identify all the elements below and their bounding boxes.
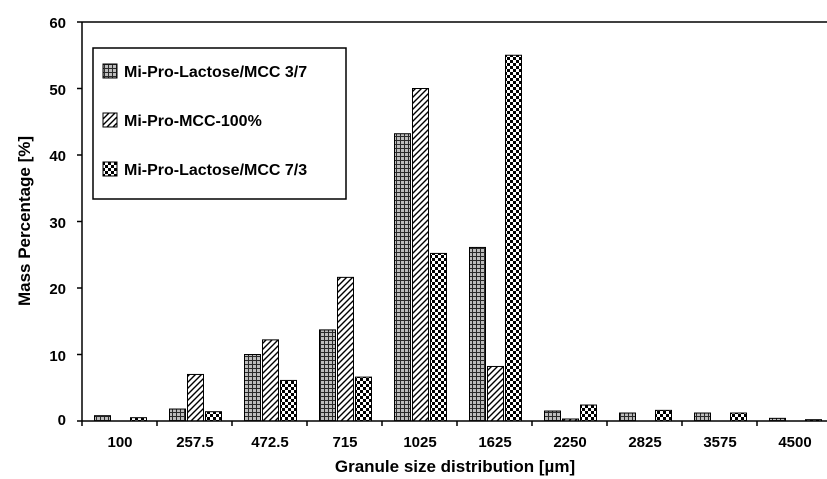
y-tick-label: 30: [49, 215, 66, 232]
bar-series-1-715: [319, 329, 336, 422]
bar-series-2-1025: [412, 88, 429, 422]
bar-series-3-3575: [730, 412, 747, 422]
legend-label-series-1: Mi-Pro-Lactose/MCC 3/7: [124, 64, 307, 81]
y-tick-label: 10: [49, 348, 66, 365]
x-tick-marks: [81, 421, 758, 426]
y-tick-label: 0: [58, 412, 66, 429]
legend-swatch-series-3: [102, 161, 118, 177]
bar-series-1-2825: [619, 412, 636, 422]
bar-series-2-715: [337, 276, 354, 422]
x-tick-label: 257.5: [176, 434, 214, 451]
legend-swatch-series-1: [102, 63, 118, 79]
y-tick-labels: 0 10 20 30 40 50 60: [49, 15, 66, 429]
y-tick-marks: [77, 21, 82, 422]
x-axis-title: Granule size distribution [µm]: [335, 457, 575, 476]
y-tick-label: 40: [49, 148, 66, 165]
bar-series-2-1625: [487, 365, 504, 422]
bar-series-1-2250: [544, 410, 561, 422]
bar-series-1-3575: [694, 412, 711, 422]
bar-series-3-472.5: [280, 379, 297, 422]
legend-label-series-3: Mi-Pro-Lactose/MCC 7/3: [124, 162, 307, 179]
x-tick-label: 4500: [778, 434, 811, 451]
legend-label-series-2: Mi-Pro-MCC-100%: [124, 113, 262, 130]
x-tick-label: 2250: [553, 434, 586, 451]
bar-series-1-1625: [469, 246, 486, 422]
x-tick-label: 2825: [628, 434, 661, 451]
legend-swatch-series-2: [102, 112, 118, 128]
bar-series-3-715: [355, 376, 372, 422]
bar-series-3-1025: [430, 252, 447, 422]
x-tick-labels: 100 257.5 472.5 715 1025 1625 2250 2825 …: [107, 434, 811, 451]
bar-series-2-257.5: [187, 373, 204, 422]
legend-box: [92, 47, 347, 200]
bar-series-3-257.5: [205, 411, 222, 422]
bar-series-1-472.5: [244, 354, 261, 422]
x-tick-label: 3575: [703, 434, 736, 451]
x-tick-label: 472.5: [251, 434, 289, 451]
x-tick-label: 715: [332, 434, 357, 451]
bar-series-3-2250: [580, 404, 597, 422]
bar-series-2-472.5: [262, 339, 279, 422]
legend: Mi-Pro-Lactose/MCC 3/7 Mi-Pro-MCC-100% M…: [92, 47, 347, 200]
bar-series-1-257.5: [169, 408, 186, 422]
x-tick-label: 1625: [478, 434, 511, 451]
y-tick-label: 50: [49, 82, 66, 99]
x-tick-label: 1025: [403, 434, 436, 451]
y-tick-label: 20: [49, 281, 66, 298]
bar-series-1-100: [94, 415, 111, 422]
x-tick-label: 100: [107, 434, 132, 451]
bar-series-3-2825: [655, 409, 672, 422]
bar-series-3-1625: [505, 54, 522, 422]
y-axis-title: Mass Percentage [%]: [15, 136, 34, 306]
bar-series-1-1025: [394, 133, 411, 422]
y-tick-label: 60: [49, 15, 66, 32]
